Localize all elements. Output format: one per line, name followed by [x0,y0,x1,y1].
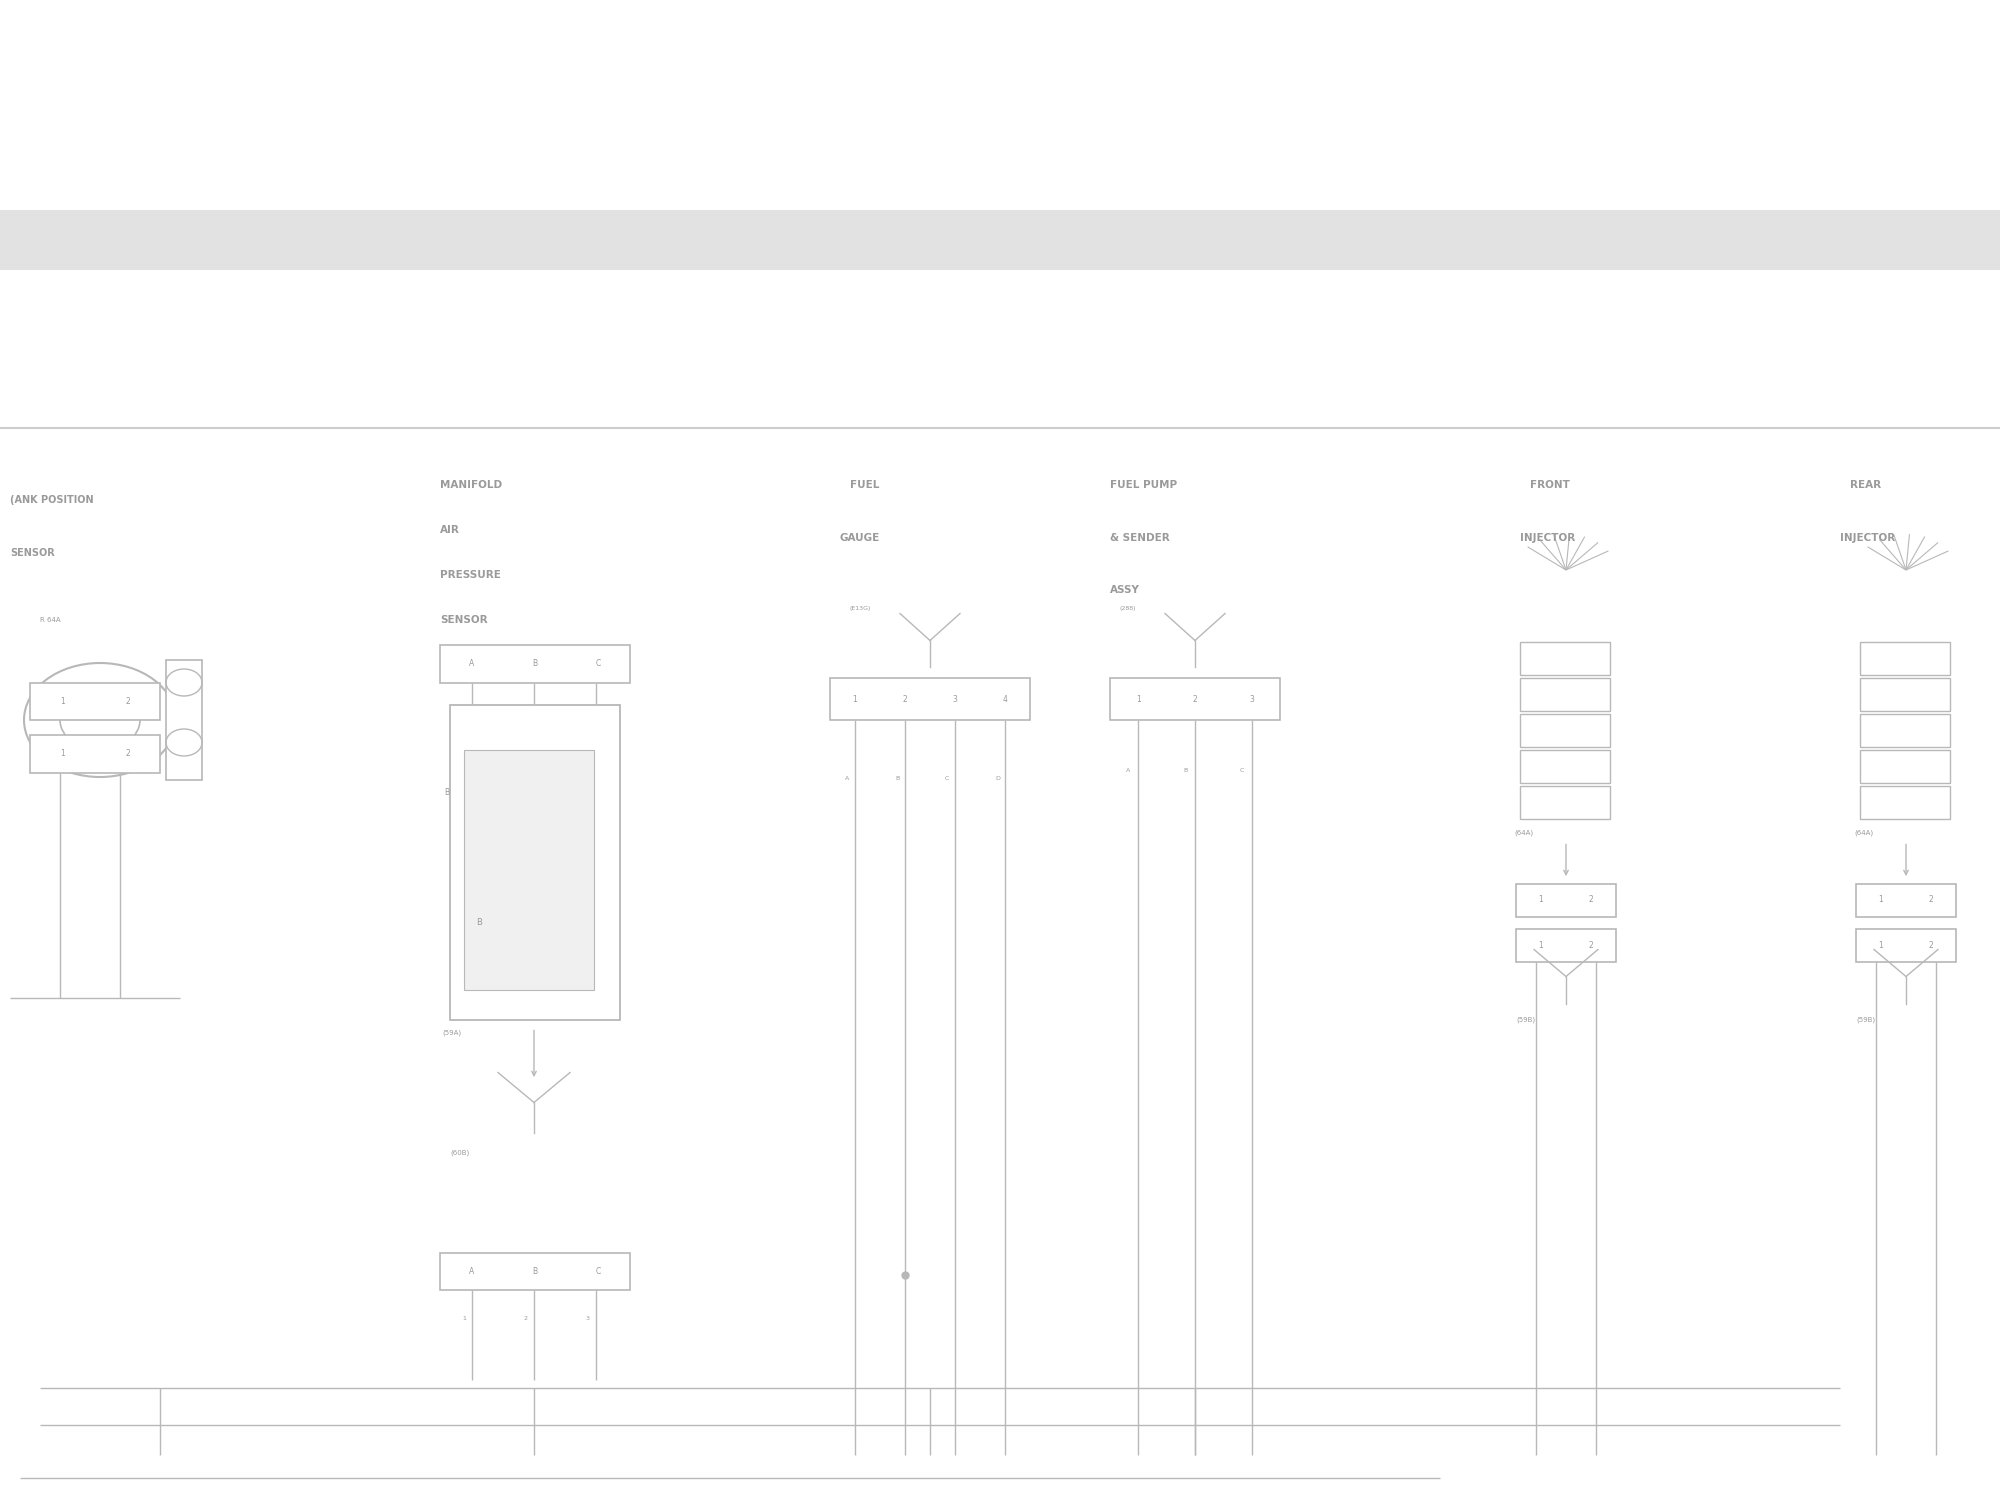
Text: REAR: REAR [1850,480,1882,490]
Text: 1: 1 [1878,940,1884,950]
Text: B: B [896,776,900,782]
Text: 3: 3 [952,694,958,703]
Text: 4: 4 [1002,694,1008,703]
Text: (288): (288) [1120,606,1136,612]
Text: SENSOR: SENSOR [440,615,488,626]
Text: 3: 3 [586,1316,590,1322]
Text: 2: 2 [524,1316,528,1322]
Text: A: A [844,776,850,782]
Text: B: B [476,918,482,927]
Text: 1: 1 [1538,940,1544,950]
Text: (59A): (59A) [442,1030,462,1036]
Bar [30,735,160,772]
Text: A: A [470,1268,474,1275]
Text: & SENDER: & SENDER [1110,532,1170,543]
Text: 2: 2 [1928,896,1934,904]
Text: 2: 2 [1192,694,1198,703]
Text: A: A [1126,768,1130,774]
Bar [830,678,1030,720]
Bar [1860,786,1950,819]
Text: 1: 1 [60,696,64,706]
Text: (64A): (64A) [1854,830,1874,836]
Text: A: A [470,660,474,669]
Bar [440,645,630,682]
Text: B: B [532,660,538,669]
Text: C: C [596,1268,600,1275]
Bar [1520,750,1610,783]
Bar [30,682,160,720]
Bar [166,660,202,780]
Bar [1860,678,1950,711]
Text: SENSOR: SENSOR [10,548,54,558]
Text: B: B [532,1268,538,1275]
Text: GAUGE: GAUGE [840,532,880,543]
Text: R 64A: R 64A [40,618,60,624]
Bar [450,705,620,1020]
Text: 1: 1 [852,694,858,703]
Text: FUEL PUMP: FUEL PUMP [1110,480,1178,490]
Text: AIR: AIR [440,525,460,536]
Text: INJECTOR: INJECTOR [1840,532,1896,543]
Text: (ANK POSITION: (ANK POSITION [10,495,94,506]
Bar [1520,642,1610,675]
Text: 2: 2 [1588,940,1594,950]
Bar [1516,928,1616,962]
Bar [1520,786,1610,819]
Text: ASSY: ASSY [1110,585,1140,596]
Bar [440,1252,630,1290]
Bar [0,210,2000,270]
Text: (60B): (60B) [450,1150,470,1156]
Text: 2: 2 [1588,896,1594,904]
Bar [1520,678,1610,711]
Text: C: C [596,660,600,669]
Text: 2: 2 [126,750,130,759]
Text: 2: 2 [1928,940,1934,950]
Text: FRONT: FRONT [1530,480,1570,490]
Bar [1860,714,1950,747]
Text: (59B): (59B) [1516,1017,1536,1023]
Bar [1860,642,1950,675]
Text: (E13G): (E13G) [850,606,872,612]
Text: 2: 2 [126,696,130,706]
Bar [1856,928,1956,962]
Text: (64A): (64A) [1514,830,1534,836]
Text: 2: 2 [902,694,908,703]
Text: 3: 3 [1250,694,1254,703]
Text: 1: 1 [1878,896,1884,904]
Text: PRESSURE: PRESSURE [440,570,500,580]
Text: FUEL: FUEL [850,480,880,490]
Text: INJECTOR: INJECTOR [1520,532,1576,543]
Bar [1856,884,1956,916]
Text: 1: 1 [462,1316,466,1322]
Text: B: B [1184,768,1188,774]
Bar [1860,750,1950,783]
Text: 1: 1 [1538,896,1544,904]
Text: C: C [1240,768,1244,774]
Text: 1: 1 [1136,694,1140,703]
Text: B: B [444,788,450,796]
Bar [464,750,594,990]
Bar [1516,884,1616,916]
Text: 1: 1 [60,750,64,759]
Bar [1110,678,1280,720]
Bar [1520,714,1610,747]
Text: (59B): (59B) [1856,1017,1876,1023]
Text: C: C [946,776,950,782]
Text: D: D [994,776,1000,782]
Text: MANIFOLD: MANIFOLD [440,480,502,490]
